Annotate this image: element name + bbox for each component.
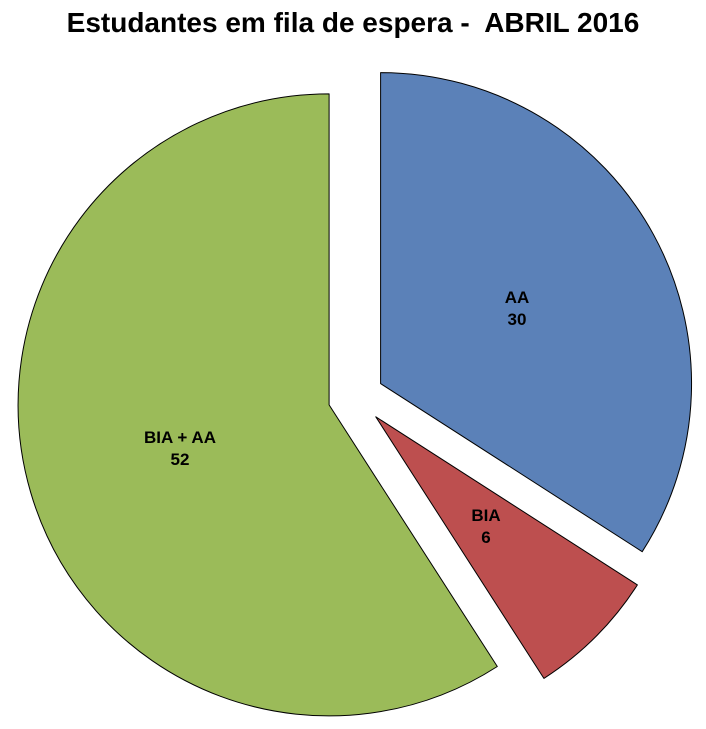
pie-slice-bia [375, 416, 638, 679]
pie-slice-aa [380, 72, 693, 553]
pie-slice-bia-aa [17, 93, 498, 717]
chart-title: Estudantes em fila de espera - ABRIL 201… [66, 7, 640, 38]
